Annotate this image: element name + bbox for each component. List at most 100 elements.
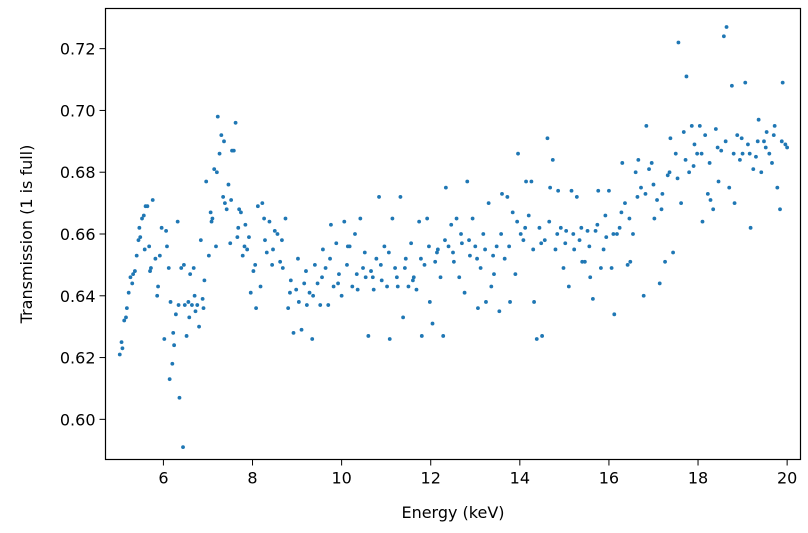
data-point <box>117 352 122 357</box>
data-point <box>523 225 528 230</box>
data-point <box>156 284 160 289</box>
data-point <box>665 173 670 178</box>
data-point <box>237 207 242 212</box>
data-point <box>320 275 324 280</box>
data-point <box>708 198 713 202</box>
data-point <box>548 185 553 190</box>
data-point <box>564 229 569 233</box>
data-point <box>441 334 446 338</box>
data-point <box>572 247 577 252</box>
data-point <box>588 275 593 280</box>
data-point <box>577 238 582 243</box>
data-point <box>643 191 648 196</box>
data-point <box>615 232 619 236</box>
data-point <box>684 74 689 79</box>
data-point <box>296 300 301 304</box>
data-point <box>492 272 496 277</box>
data-point <box>133 269 137 273</box>
data-point <box>644 123 649 128</box>
data-point <box>318 303 323 307</box>
data-point <box>260 201 265 206</box>
data-point <box>660 191 665 196</box>
y-tick-label: 0.64 <box>60 287 96 306</box>
data-point <box>574 195 579 199</box>
data-point <box>374 256 379 261</box>
data-point <box>707 161 712 165</box>
y-axis-label: Transmission (1 is full) <box>17 145 36 325</box>
data-point <box>571 232 576 236</box>
data-point <box>499 232 504 236</box>
data-point <box>304 269 308 273</box>
data-point <box>172 343 177 348</box>
data-point <box>262 216 266 221</box>
data-point <box>167 377 172 382</box>
y-tick-label: 0.60 <box>60 410 96 429</box>
data-point <box>751 167 756 172</box>
y-tick-label: 0.70 <box>60 101 96 120</box>
data-point <box>171 330 176 335</box>
data-point <box>286 306 291 311</box>
x-tick-label: 12 <box>421 469 441 488</box>
data-point <box>529 179 534 184</box>
data-point <box>631 232 635 236</box>
data-point <box>655 198 659 202</box>
data-point <box>219 133 224 138</box>
data-point <box>370 275 375 280</box>
data-point <box>321 247 325 252</box>
data-point <box>195 303 200 307</box>
data-point <box>181 445 185 450</box>
data-point <box>735 133 740 138</box>
data-point <box>673 151 678 156</box>
data-point <box>443 238 447 243</box>
data-point <box>202 278 207 283</box>
data-point <box>378 262 383 267</box>
data-point <box>711 207 716 212</box>
data-point <box>430 321 435 326</box>
data-point <box>595 222 600 227</box>
data-point <box>173 312 178 317</box>
data-point <box>443 185 448 190</box>
x-axis-ticks: 6 8 10 12 14 16 18 20 <box>158 459 797 488</box>
data-point <box>291 330 296 335</box>
x-tick-label: 18 <box>688 469 708 488</box>
data-point <box>676 40 681 45</box>
data-point <box>141 213 146 218</box>
data-point <box>476 306 480 311</box>
y-axis-ticks: 0.60 0.62 0.64 0.66 0.68 0.70 0.72 <box>60 40 106 429</box>
data-point <box>193 309 198 314</box>
data-point <box>233 120 238 125</box>
data-point <box>732 201 737 206</box>
data-point <box>433 259 438 264</box>
data-point <box>727 185 732 190</box>
data-point <box>162 337 167 341</box>
data-point <box>263 238 267 243</box>
data-point <box>449 222 454 227</box>
data-point <box>387 337 392 341</box>
data-point <box>580 259 585 264</box>
data-point <box>229 198 234 202</box>
data-point <box>775 185 780 190</box>
data-point <box>772 123 777 128</box>
data-point <box>145 204 150 209</box>
data-point <box>377 195 381 199</box>
data-point <box>336 281 340 286</box>
data-point <box>130 281 135 286</box>
data-point <box>235 235 240 239</box>
data-point <box>222 139 226 144</box>
data-point <box>723 139 728 144</box>
data-point <box>402 266 407 270</box>
data-point <box>126 290 131 295</box>
x-tick-label: 10 <box>331 469 351 488</box>
data-point <box>128 275 133 280</box>
data-point <box>312 262 317 267</box>
data-point <box>206 253 211 258</box>
data-point <box>628 259 633 264</box>
data-point <box>547 219 552 224</box>
data-point <box>641 293 646 298</box>
data-point <box>150 198 155 202</box>
data-point <box>647 167 651 172</box>
data-point <box>604 235 609 239</box>
data-point <box>288 290 292 295</box>
data-point <box>242 244 247 249</box>
data-point <box>307 290 312 295</box>
